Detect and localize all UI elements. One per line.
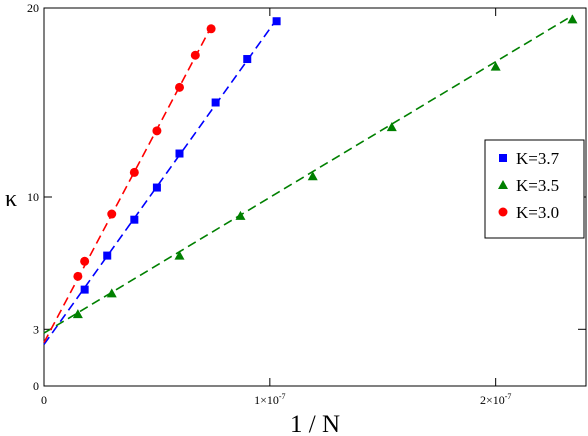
point-k-3-7: [103, 251, 112, 260]
point-k-3-5: [386, 122, 397, 132]
point-k-3-7: [211, 98, 220, 107]
legend: K=3.7 K=3.5 K=3.0: [484, 139, 585, 239]
legend-marker-2: [498, 207, 508, 217]
point-k-3-0: [175, 82, 184, 92]
fit-line-k-3-7: [43, 18, 278, 345]
legend-marker-1: [498, 180, 508, 189]
point-k-3-5: [490, 61, 501, 71]
y-tick-label: 10: [27, 190, 39, 204]
y-tick-label: 0: [33, 379, 39, 393]
legend-marker-0: [499, 154, 507, 162]
y-tick-label: 20: [27, 1, 39, 15]
point-k-3-0: [129, 167, 139, 177]
legend-label: K=3.0: [516, 203, 559, 222]
point-k-3-0: [152, 126, 162, 136]
point-k-3-7: [152, 183, 161, 192]
point-k-3-5: [72, 309, 83, 319]
point-k-3-0: [190, 50, 200, 60]
point-k-3-5: [307, 171, 318, 181]
point-k-3-7: [130, 215, 139, 224]
point-k-3-5: [106, 288, 117, 298]
point-k-3-5: [235, 210, 246, 220]
point-k-3-0: [107, 209, 117, 219]
point-k-3-0: [80, 256, 90, 266]
fit-line-k-3-0: [43, 26, 212, 343]
point-k-3-0: [73, 271, 83, 281]
point-k-3-0: [206, 24, 216, 34]
fit-line-k-3-5: [43, 14, 573, 334]
legend-label: K=3.5: [516, 176, 559, 195]
y-axis-title: κ: [5, 186, 17, 212]
point-k-3-7: [243, 55, 252, 64]
x-tick-label: 2×10-7: [480, 392, 511, 407]
fit-lines: [43, 14, 573, 345]
point-k-3-7: [175, 149, 184, 158]
point-k-3-7: [272, 17, 281, 26]
x-tick-label: 0: [41, 393, 47, 407]
data-points: [72, 14, 578, 319]
point-k-3-7: [80, 285, 89, 294]
x-tick-exponent: -7: [279, 392, 286, 401]
axis-ticks: 0 1×10-7 2×10-7 0 3 10 20: [27, 1, 586, 407]
point-k-3-5: [174, 250, 185, 260]
x-tick-label: 1×10-7: [254, 392, 285, 407]
legend-label: K=3.7: [516, 149, 560, 168]
x-tick-exponent: -7: [505, 392, 512, 401]
x-axis-title: 1 / N: [290, 411, 340, 436]
y-tick-label: 3: [33, 322, 39, 336]
point-k-3-5: [567, 14, 578, 24]
